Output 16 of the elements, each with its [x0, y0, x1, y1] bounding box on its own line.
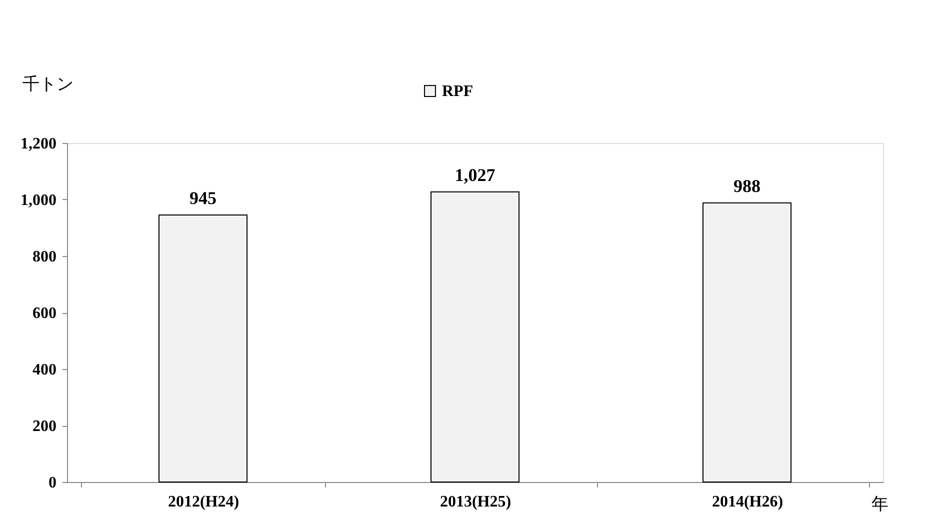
y-tick-label: 400	[32, 362, 56, 378]
y-tick-label: 800	[32, 248, 56, 266]
data-label: 945	[190, 188, 216, 208]
data-label: 1,027	[454, 164, 496, 185]
y-tick-label: 600	[32, 305, 56, 322]
x-tick-label: 2014(H26)	[712, 494, 784, 510]
y-tick-label: 1,200	[20, 136, 56, 152]
x-tick-label: 2013(H25)	[440, 494, 512, 510]
y-tick-label: 0	[48, 474, 56, 492]
x-tick-label: 2012(H24)	[168, 494, 240, 510]
x-axis-title: 年	[872, 494, 888, 514]
y-tick-label: 200	[32, 418, 56, 435]
legend-label: RPF	[442, 83, 474, 100]
data-label: 988	[734, 176, 760, 196]
y-axis-title: 千トン	[22, 74, 74, 94]
y-tick-label: 1,000	[20, 192, 56, 209]
